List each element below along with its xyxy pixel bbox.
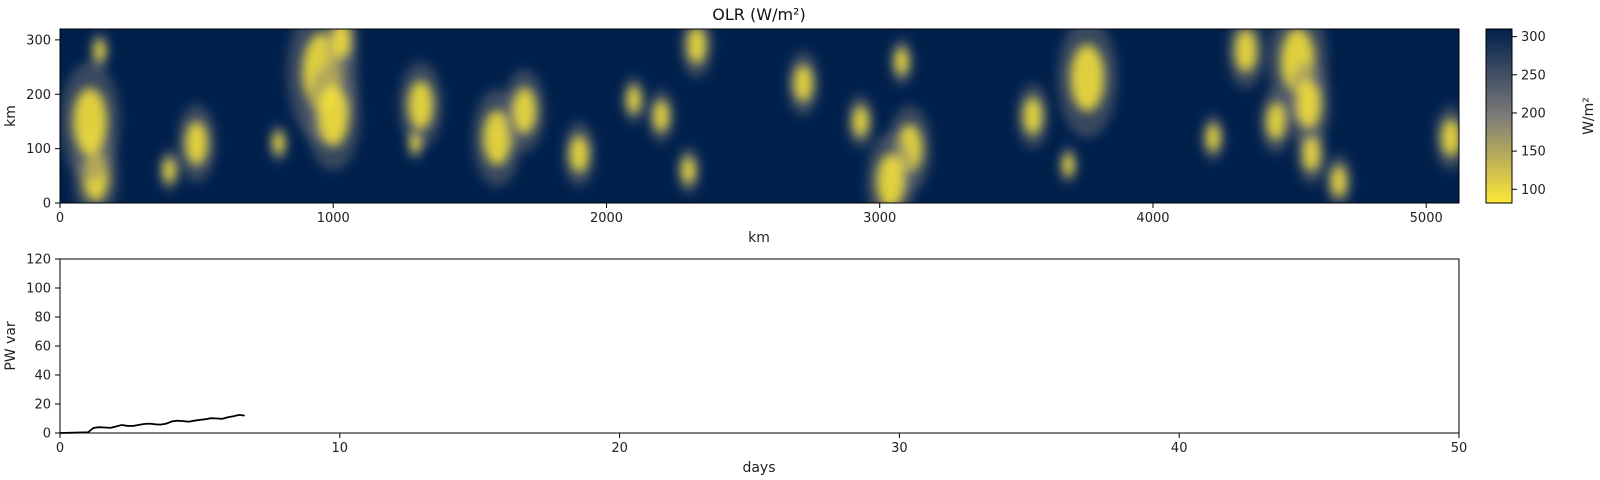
cloud-core — [687, 29, 706, 64]
olr-panel: OLR (W/m²) 0 1000 2000 3000 4000 5000 0 100 200… — [3, 5, 1460, 246]
olr-x-tick-label: 2000 — [590, 211, 623, 226]
olr-y-tick-label: 300 — [26, 33, 51, 48]
olr-y-tick-label: 0 — [43, 197, 51, 212]
cloud-core — [570, 136, 589, 173]
pwvar-y-tick-label: 20 — [34, 398, 51, 413]
cloud-core — [653, 101, 669, 131]
pwvar-y-tick-label: 100 — [26, 282, 51, 297]
cloud-core — [1331, 166, 1347, 197]
olr-x-tick-label: 0 — [56, 211, 64, 226]
cloud-core — [1296, 81, 1321, 130]
olr-y-axis: 0 100 200 300 — [26, 33, 60, 212]
pwvar-panel: 0 10 20 30 40 50 0 20 40 60 80 100 120 days PW var — [3, 253, 1467, 477]
cloud-core — [94, 39, 106, 62]
pwvar-y-axis: 0 20 40 60 80 100 120 — [26, 253, 60, 442]
cloud-core — [1441, 119, 1459, 156]
olr-y-axis-label: km — [3, 105, 19, 127]
cloud-core — [318, 86, 349, 146]
pwvar-x-tick-label: 0 — [56, 441, 64, 456]
pwvar-series-line — [59, 413, 245, 434]
colorbar-tick-label: 250 — [1521, 68, 1546, 83]
cloud-core — [483, 110, 511, 165]
cloud-core — [1303, 137, 1320, 171]
olr-x-tick-label: 1000 — [317, 211, 350, 226]
cloud-core — [1070, 45, 1104, 111]
colorbar-ticks: 100 150 200 250 300 — [1512, 30, 1546, 198]
cloud-core — [513, 87, 536, 134]
cloud-core — [1266, 103, 1285, 140]
pwvar-y-axis-label: PW var — [3, 321, 19, 371]
cloud-core — [853, 106, 869, 137]
pwvar-y-tick-label: 120 — [26, 253, 51, 268]
olr-x-tick-label: 5000 — [1410, 211, 1443, 226]
pwvar-y-tick-label: 0 — [43, 427, 51, 442]
cloud-core — [894, 48, 909, 75]
olr-x-axis: 0 1000 2000 3000 4000 5000 — [56, 203, 1443, 226]
cloud-core — [185, 121, 208, 165]
colorbar-tick-label: 100 — [1521, 183, 1546, 198]
cloud-core — [627, 86, 641, 113]
pwvar-x-tick-label: 10 — [332, 441, 349, 456]
pwvar-y-tick-label: 60 — [34, 340, 51, 355]
cloud-core — [794, 65, 813, 102]
cloud-core — [877, 154, 905, 203]
colorbar-tick-label: 200 — [1521, 106, 1546, 121]
colorbar-label: W/m² — [1581, 97, 1597, 135]
cloud-core — [163, 158, 176, 183]
olr-x-tick-label: 3000 — [863, 211, 896, 226]
cloud-core — [1023, 98, 1042, 134]
pwvar-axes-frame — [59, 258, 1460, 434]
olr-y-tick-label: 100 — [26, 142, 51, 157]
pwvar-x-tick-label: 50 — [1451, 441, 1468, 456]
cloud-core — [332, 29, 351, 58]
pwvar-x-tick-label: 40 — [1171, 441, 1188, 456]
olr-title: OLR (W/m²) — [712, 5, 805, 24]
cloud-core — [1062, 154, 1074, 176]
olr-heatmap — [60, 29, 1459, 203]
olr-x-axis-label: km — [748, 230, 770, 246]
cloud-core — [408, 81, 433, 130]
cloud-core — [73, 88, 107, 155]
cloud-core — [1235, 29, 1257, 72]
pwvar-y-tick-label: 40 — [34, 369, 51, 384]
olr-cloud-layer — [60, 29, 1459, 203]
pwvar-x-axis: 0 10 20 30 40 50 — [56, 433, 1467, 456]
pwvar-x-tick-label: 20 — [611, 441, 628, 456]
olr-axes-frame — [59, 28, 1460, 204]
cloud-core — [273, 132, 285, 154]
olr-y-tick-label: 200 — [26, 88, 51, 103]
colorbar-tick-label: 150 — [1521, 145, 1546, 160]
cloud-core — [681, 157, 696, 184]
cloud-core — [410, 133, 421, 153]
colorbar-tick-label: 300 — [1521, 30, 1546, 45]
olr-colorbar: 100 150 200 250 300 W/m² — [1485, 28, 1597, 204]
olr-x-tick-label: 4000 — [1136, 211, 1169, 226]
cloud-core — [1206, 124, 1220, 151]
pwvar-y-tick-label: 80 — [34, 311, 51, 326]
colorbar-gradient — [1485, 28, 1513, 204]
pwvar-x-axis-label: days — [742, 460, 775, 476]
pwvar-x-tick-label: 30 — [891, 441, 908, 456]
